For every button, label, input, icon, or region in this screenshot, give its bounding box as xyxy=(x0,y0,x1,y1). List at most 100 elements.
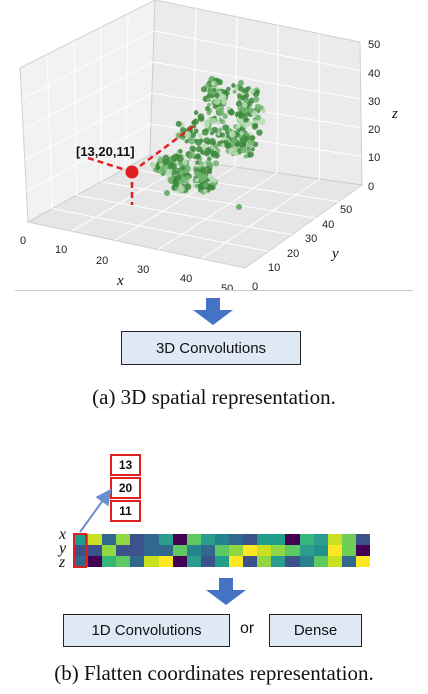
cloud-point xyxy=(250,147,255,152)
heatmap-cell xyxy=(74,534,89,545)
heatmap-cell xyxy=(299,534,315,545)
row-label-z: z xyxy=(59,554,66,571)
x-tick: 30 xyxy=(137,264,149,276)
down-arrow-a xyxy=(193,298,233,326)
cloud-point xyxy=(204,147,212,155)
x-tick: 50 xyxy=(221,283,233,290)
cloud-point xyxy=(211,126,218,134)
cloud-point xyxy=(206,93,211,98)
grid-line xyxy=(125,13,129,169)
heatmap-cell xyxy=(299,545,315,556)
down-arrow-b xyxy=(206,578,246,606)
y-tick: 30 xyxy=(305,233,317,245)
heatmap-cell xyxy=(341,545,357,556)
heatmap-cell xyxy=(116,556,131,567)
cloud-point xyxy=(182,159,189,166)
heatmap-cell xyxy=(186,534,202,545)
first-column-highlight xyxy=(73,533,87,568)
x-tick-labels: 0 10 20 30 40 50 xyxy=(20,235,233,290)
heatmap-cell xyxy=(271,534,286,545)
heatmap-cell xyxy=(243,534,258,545)
y-tick-labels: 0 10 20 30 40 50 xyxy=(252,204,352,290)
heatmap-cell xyxy=(285,556,301,567)
cloud-point xyxy=(201,128,209,136)
heatmap-cell xyxy=(200,534,216,545)
cloud-point xyxy=(189,145,196,152)
cloud-point xyxy=(197,183,204,190)
cloud-point xyxy=(216,131,221,136)
heatmap-cell xyxy=(271,556,286,567)
cloud-point xyxy=(225,134,231,139)
cloud-point xyxy=(243,154,248,159)
heatmap-cell xyxy=(243,556,258,567)
cloud-point xyxy=(180,165,186,171)
grid-line xyxy=(157,172,278,251)
cloud-point xyxy=(208,88,214,95)
cloud-point xyxy=(202,183,208,189)
cloud-point xyxy=(256,129,263,136)
heatmap-cell xyxy=(214,556,230,567)
grid-line xyxy=(24,92,153,161)
heatmap-cell xyxy=(229,534,244,545)
heatmap-cell xyxy=(172,534,188,545)
cloud-point xyxy=(213,98,221,105)
grid-line xyxy=(318,33,321,180)
cloud-point xyxy=(210,117,217,125)
cloud-point xyxy=(195,153,201,159)
caption-b: (b) Flatten coordinates representation. xyxy=(54,661,374,685)
cloud-point xyxy=(252,141,259,148)
heatmap-cell xyxy=(102,545,117,556)
heatmap-cell xyxy=(172,556,188,567)
z-axis-label: z xyxy=(391,106,398,122)
cloud-point xyxy=(206,102,212,108)
grid-line xyxy=(73,40,78,196)
cloud-point xyxy=(195,160,200,165)
cloud-point xyxy=(229,131,236,138)
heatmap-cell xyxy=(355,556,371,567)
grid-line xyxy=(52,208,269,252)
heatmap-cell xyxy=(299,556,315,567)
cloud-point xyxy=(185,175,191,180)
cloud-point xyxy=(219,132,226,138)
grid-line xyxy=(153,30,361,72)
cloud-point xyxy=(246,86,251,91)
grid-line xyxy=(76,194,292,236)
grid-line xyxy=(152,61,361,100)
cloud-point xyxy=(247,139,254,146)
heatmap-cell xyxy=(172,545,188,556)
cloud-point xyxy=(259,105,264,110)
x-axis-label: x xyxy=(116,273,124,289)
heatmap-cell xyxy=(88,534,103,545)
heatmap-cell xyxy=(186,545,202,556)
cloud-point xyxy=(196,171,203,178)
y-tick: 20 xyxy=(287,248,299,260)
heatmap-cell xyxy=(229,556,244,567)
cloud-point xyxy=(238,113,244,119)
cloud-point xyxy=(238,80,244,86)
cloud-point xyxy=(210,81,216,86)
heatmap-cell xyxy=(130,556,145,567)
heatmap-cell xyxy=(130,534,145,545)
heatmap-cell xyxy=(214,545,230,556)
cloud-point xyxy=(157,156,164,164)
heatmap-cell xyxy=(144,534,160,545)
cloud-point xyxy=(191,120,196,125)
heatmap-cell xyxy=(327,545,343,556)
cloud-point xyxy=(203,137,211,144)
cloud-point xyxy=(244,131,249,137)
cloud-point xyxy=(216,108,223,115)
y-tick: 40 xyxy=(322,219,334,231)
z-tick: 50 xyxy=(368,39,380,51)
cloud-point xyxy=(214,92,220,98)
cloud-point xyxy=(181,177,188,184)
heatmap-cell xyxy=(257,545,272,556)
cloud-point xyxy=(209,77,214,82)
cloud-point xyxy=(150,162,156,169)
dense-box: Dense xyxy=(269,614,362,647)
cloud-point xyxy=(200,86,208,93)
heatmap-cell xyxy=(158,556,174,567)
cloud-point xyxy=(188,151,196,159)
cloud-point xyxy=(239,136,247,144)
heatmap-cell xyxy=(88,556,103,567)
heatmap-cell xyxy=(243,545,258,556)
